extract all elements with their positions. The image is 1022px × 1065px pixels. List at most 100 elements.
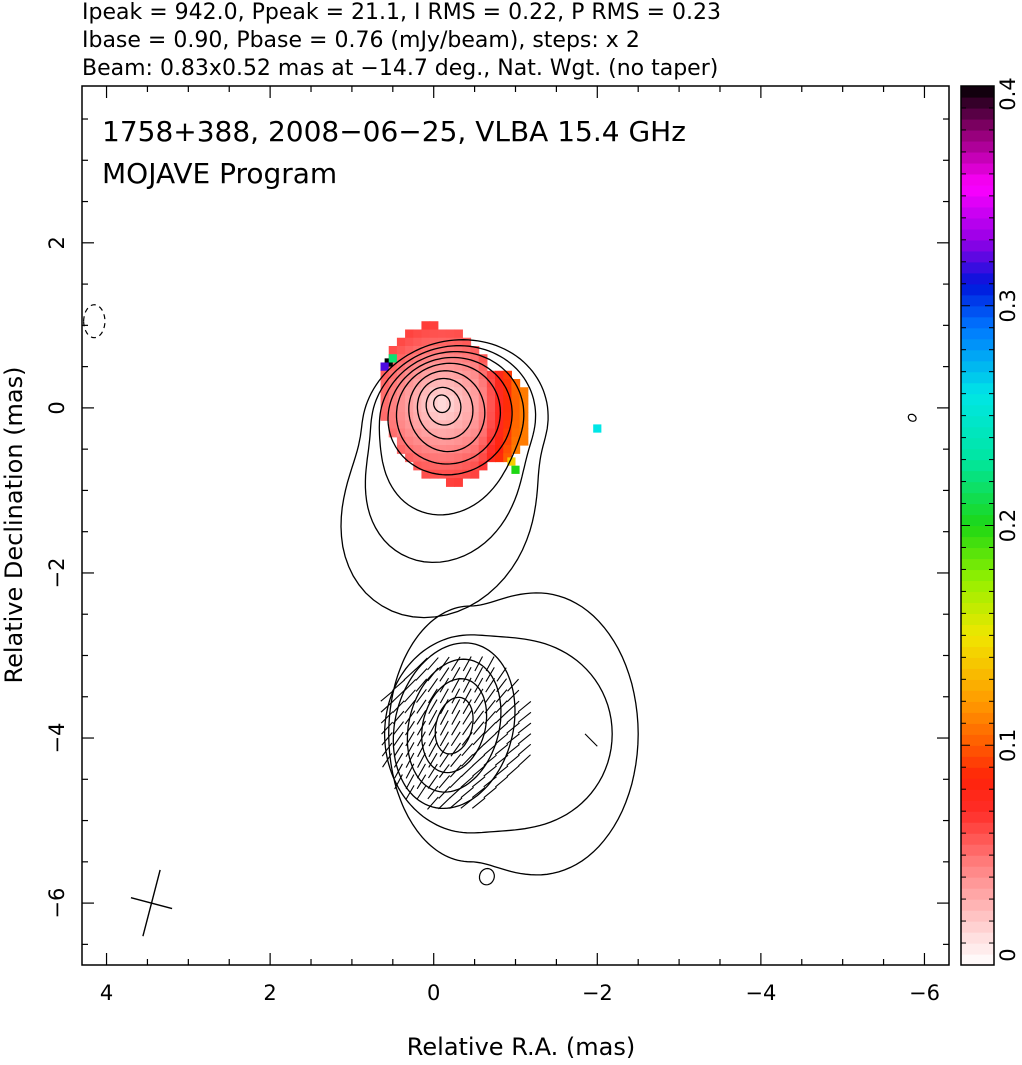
colorbar-segment	[961, 833, 994, 845]
polarization-pixel	[405, 370, 414, 380]
colorbar-segment	[961, 316, 994, 329]
evpa-vector	[416, 699, 427, 714]
polarization-pixel	[388, 412, 398, 421]
evpa-vector	[415, 657, 428, 670]
polarization-pixel	[429, 420, 439, 430]
polarization-pixel	[454, 345, 463, 355]
polarization-pixel	[519, 428, 529, 438]
evpa-vector	[461, 754, 474, 767]
polarization-pixel	[421, 337, 431, 347]
polarization-pixel	[388, 362, 398, 372]
polarization-pixel	[405, 387, 414, 397]
x-axis-label: Relative R.A. (mas)	[407, 1033, 635, 1061]
polarization-pixel	[396, 403, 406, 413]
polarization-pixel	[429, 436, 439, 446]
polarization-pixel	[413, 453, 423, 463]
polarization-pixel	[462, 412, 472, 421]
contour-north	[387, 356, 513, 476]
evpa-vector	[415, 678, 428, 692]
colorbar-segment	[961, 580, 994, 593]
evpa-vector	[428, 699, 438, 715]
evpa-vector	[484, 710, 497, 724]
polarization-pixel	[511, 403, 521, 413]
colorbar-segment	[961, 657, 994, 669]
colorbar-segment	[961, 910, 994, 922]
polarization-pixel	[462, 403, 472, 413]
colorbar-segment	[961, 679, 994, 691]
polarization-pixel	[405, 345, 414, 355]
colorbar: 0 0.1 0.2 0.3 0.4	[961, 77, 1020, 966]
evpa-vector	[483, 721, 497, 735]
contour-spot	[478, 867, 495, 886]
evpa-vector	[461, 742, 474, 757]
colorbar-segment	[961, 745, 994, 757]
colorbar-segment	[961, 96, 994, 109]
polarization-pixel	[437, 436, 447, 446]
polarization-pixel	[396, 370, 406, 380]
polarization-pixel	[462, 453, 472, 463]
evpa-vector	[460, 797, 475, 809]
axis-ticks: 4 2 0 −2 −4 −6 2 0 −2 −4 −6	[45, 86, 949, 1005]
evpa-vector	[439, 753, 450, 768]
evpa-vector	[462, 710, 473, 725]
polarization-pixel	[454, 370, 463, 380]
polarization-pixel	[507, 457, 516, 466]
colorbar-segment	[961, 371, 994, 384]
polarization-pixel	[478, 387, 488, 397]
contour-south	[388, 592, 639, 876]
polarization-pixel	[495, 403, 504, 413]
colorbar-segment	[961, 712, 994, 724]
polarization-pixel	[429, 403, 439, 413]
colorbar-segment	[961, 481, 994, 494]
colorbar-segment	[961, 283, 994, 296]
polarization-pixel	[486, 428, 496, 438]
polarization-pixel	[388, 420, 398, 430]
colorbar-segment	[961, 547, 994, 560]
colorbar-segment	[961, 943, 994, 955]
polarization-pixel	[454, 362, 463, 372]
evpa-vector	[416, 720, 426, 736]
polarization-pixel	[470, 403, 480, 413]
evpa-vector	[428, 688, 438, 704]
evpa-vector	[438, 786, 451, 799]
evpa-vector	[438, 775, 451, 789]
colorbar-segment	[961, 272, 994, 285]
polarization-pixel	[437, 387, 447, 397]
polarization-pixel	[511, 395, 521, 405]
evpa-vector	[450, 656, 461, 672]
evpa-vector	[405, 774, 415, 790]
evpa-vector	[439, 731, 449, 747]
colorbar-segment	[961, 206, 994, 219]
evpa-vector	[483, 743, 497, 756]
polarization-pixel	[470, 387, 480, 397]
evpa-vector	[428, 763, 438, 779]
polarization-pixel	[405, 379, 414, 388]
polarization-pixel	[429, 362, 439, 372]
polarization-pixel	[519, 436, 529, 446]
colorbar-segment	[961, 558, 994, 571]
evpa-vector	[427, 678, 439, 693]
colorbar-segment	[961, 536, 994, 549]
plot-frame	[81, 85, 950, 966]
polarization-pixel	[445, 453, 455, 463]
polarization-pixel	[495, 428, 504, 438]
contour-north	[378, 350, 525, 516]
colorbar-segment	[961, 382, 994, 395]
polarization-pixel	[470, 469, 480, 479]
colorbar-segment	[961, 162, 994, 175]
polarization-pixel	[478, 436, 488, 446]
polarization-pixel	[503, 370, 513, 380]
evpa-vector	[474, 666, 484, 682]
polarization-pixel	[445, 337, 455, 347]
colorbar-segment	[961, 470, 994, 483]
colorbar-segment	[961, 195, 994, 208]
polarization-pixel	[503, 420, 513, 430]
polarization-pixel	[519, 420, 529, 430]
evpa-vector	[451, 709, 461, 725]
polarization-pixel	[388, 370, 398, 380]
y-tick-label: −4	[45, 723, 69, 754]
polarization-pixel	[429, 412, 439, 421]
polarization-pixel	[413, 329, 423, 339]
polarization-pixel	[478, 379, 488, 388]
